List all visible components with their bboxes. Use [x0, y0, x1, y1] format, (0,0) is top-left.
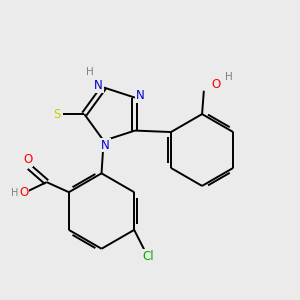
Text: N: N	[94, 79, 103, 92]
Text: O: O	[212, 78, 221, 91]
Text: O: O	[23, 153, 32, 167]
Text: N: N	[136, 89, 145, 102]
Text: S: S	[54, 108, 61, 121]
Text: H: H	[86, 68, 94, 77]
Text: N: N	[101, 139, 110, 152]
Text: O: O	[19, 186, 28, 200]
Text: H: H	[11, 188, 18, 198]
Text: H: H	[225, 72, 233, 82]
Text: Cl: Cl	[142, 250, 154, 262]
